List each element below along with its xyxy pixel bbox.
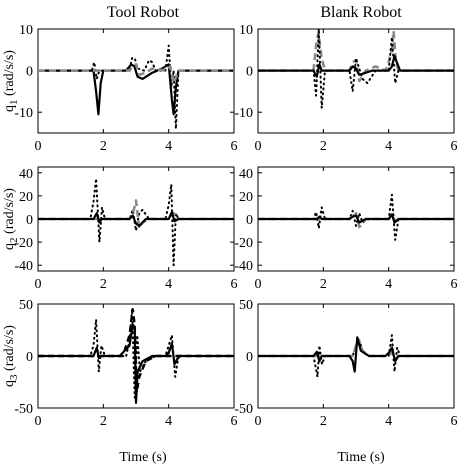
x-tick-label: 6 [231, 277, 238, 292]
x-tick-label: 4 [165, 277, 172, 292]
panel-q1-tool: 0 2 4 6 -10 0 10 q1 (rad/s/s) [2, 23, 238, 154]
x-tick-label: 6 [451, 277, 458, 292]
y-tick-label: -20 [14, 236, 33, 251]
x-tick-label: 0 [35, 277, 42, 292]
x-tick-label: 0 [255, 139, 262, 154]
y-tick-label: 50 [19, 298, 33, 313]
series-line-dotted-black [258, 193, 454, 241]
series-line-solid-black [38, 211, 234, 227]
y-tick-label: 20 [239, 190, 253, 205]
y-tick-label: 0 [246, 65, 253, 80]
plot-frame [37, 28, 235, 134]
series-line-solid-black [258, 213, 454, 224]
x-tick-label: 0 [35, 414, 42, 429]
x-tick-label: 6 [451, 139, 458, 154]
series-line-dotted-black [258, 334, 454, 378]
x-tick-label: 2 [320, 139, 327, 154]
x-tick-label: 6 [231, 139, 238, 154]
panel-q2-blank: 0 2 4 6 -40 -20 0 20 40 [234, 166, 458, 292]
x-tick-label: 2 [100, 414, 107, 429]
y-tick-label: -10 [14, 106, 33, 121]
y-tick-label: -40 [234, 259, 253, 274]
y-axis-label: q2 (rad/s/s) [2, 188, 20, 250]
series-line-dashed-gray [38, 63, 234, 85]
x-tick-label: 2 [100, 277, 107, 292]
series-line-solid-black [38, 323, 234, 404]
panel-q2-tool: 0 2 4 6 -40 -20 0 20 40 q2 (rad/s/s) [2, 166, 238, 292]
series-line-solid-black [258, 54, 454, 78]
series-line-solid-black [258, 336, 454, 373]
x-tick-label: 6 [231, 414, 238, 429]
series-line-dotted-black [38, 308, 234, 399]
x-tick-label: 4 [385, 414, 392, 429]
y-tick-label: 40 [239, 167, 253, 182]
y-axis-label: q1 (rad/s/s) [2, 50, 20, 112]
x-tick-label: 2 [320, 277, 327, 292]
y-tick-label: -10 [234, 106, 253, 121]
series-line-dotted-black [258, 29, 454, 109]
y-tick-label: 20 [19, 190, 33, 205]
column-title-blank: Blank Robot [320, 4, 402, 21]
y-tick-label: -50 [234, 402, 253, 417]
x-tick-label: 0 [255, 277, 262, 292]
y-tick-label: 40 [19, 167, 33, 182]
column-title-tool: Tool Robot [107, 4, 180, 21]
x-tick-label: 4 [165, 139, 172, 154]
panel-q1-blank: 0 2 4 6 -10 0 10 [234, 23, 457, 154]
x-tick-label: 0 [35, 139, 42, 154]
series-line-dotted-black [38, 44, 234, 130]
x-tick-label: 4 [165, 414, 172, 429]
y-tick-label: 0 [246, 213, 253, 228]
y-tick-label: 0 [26, 350, 33, 365]
x-tick-label: 0 [255, 414, 262, 429]
y-tick-label: -20 [234, 236, 253, 251]
x-tick-label: 2 [320, 414, 327, 429]
plot-frame [257, 28, 455, 134]
y-tick-label: 10 [19, 23, 33, 38]
x-tick-label: 4 [385, 277, 392, 292]
x-tick-label: 2 [100, 139, 107, 154]
series-line-solid-black [38, 63, 234, 116]
x-axis-label-left: Time (s) [119, 450, 167, 464]
y-tick-label: 10 [239, 23, 253, 38]
series-line-dashed-gray [258, 29, 454, 83]
y-axis-label: q3 (rad/s/s) [2, 325, 20, 387]
x-axis-label-right: Time (s) [337, 450, 385, 464]
y-tick-label: 0 [26, 213, 33, 228]
x-tick-label: 6 [451, 414, 458, 429]
series-line-dotted-black [38, 177, 234, 267]
x-tick-label: 4 [385, 139, 392, 154]
y-tick-label: 0 [246, 350, 253, 365]
y-tick-label: 0 [26, 65, 33, 80]
y-tick-label: 50 [239, 298, 253, 313]
y-tick-label: -50 [14, 402, 33, 417]
y-tick-label: -40 [14, 259, 33, 274]
